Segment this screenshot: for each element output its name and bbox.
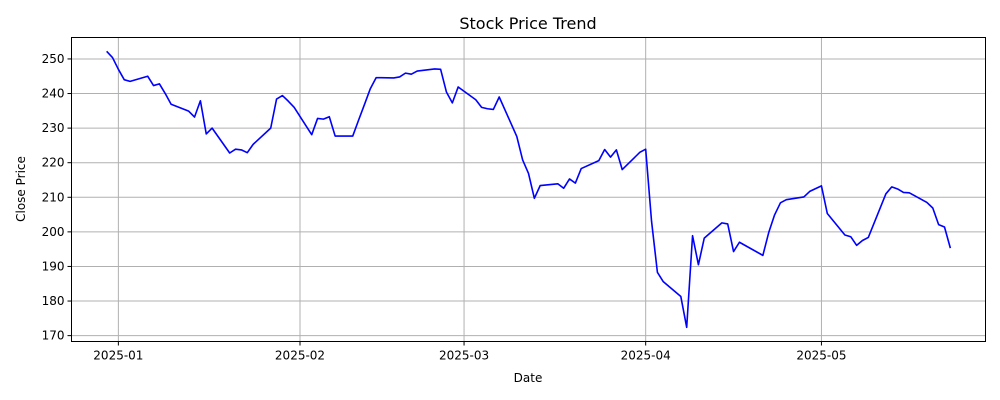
grid-lines [71,37,986,342]
plot-area-frame [71,37,986,342]
y-tick-label: 230 [42,121,65,135]
chart-title: Stock Price Trend [459,14,596,33]
y-tick-label: 210 [42,190,65,204]
axis-ticks: 2025-01 2025-02 2025-03 2025-04 2025-05 170 18… [42,52,847,363]
y-tick-label: 250 [42,52,65,66]
y-tick-label: 220 [42,156,65,170]
x-tick-label: 2025-05 [796,349,846,363]
x-tick-label: 2025-03 [439,349,489,363]
close-price-series-line [106,50,952,329]
y-tick-label: 180 [42,294,65,308]
x-tick-label: 2025-01 [93,349,143,363]
x-tick-label: 2025-04 [621,349,671,363]
x-tick-label: 2025-02 [275,349,325,363]
y-tick-label: 240 [42,87,65,101]
y-tick-label: 200 [42,225,65,239]
y-axis-label: Close Price [14,156,28,222]
y-tick-label: 190 [42,259,65,273]
y-tick-label: 170 [42,329,65,343]
x-axis-label: Date [514,371,543,385]
